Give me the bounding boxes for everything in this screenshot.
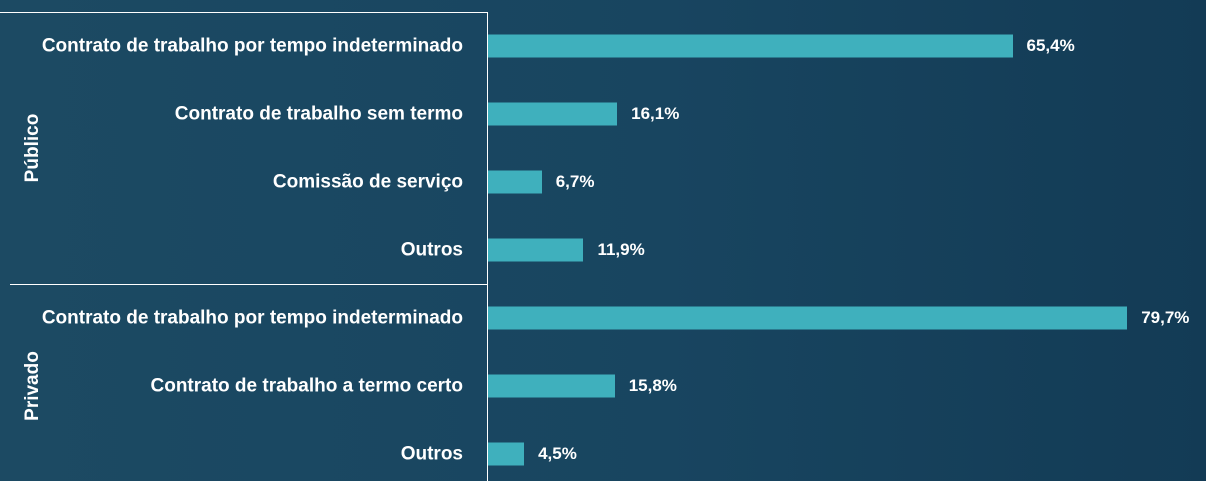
- group-separator: [10, 284, 488, 285]
- category-label: Contrato de trabalho por tempo indetermi…: [41, 307, 463, 329]
- value-label: 4,5%: [538, 444, 577, 463]
- axis-line: [487, 12, 488, 481]
- bar: [488, 238, 584, 262]
- value-label: 11,9%: [597, 240, 645, 259]
- top-rule: [0, 12, 488, 13]
- category-label: Contrato de trabalho sem termo: [174, 103, 463, 125]
- bar: [488, 442, 525, 466]
- bar: [488, 34, 1013, 58]
- value-label: 16,1%: [631, 104, 680, 123]
- category-label: Outros: [400, 239, 463, 261]
- value-label: 65,4%: [1026, 36, 1075, 55]
- category-label: Contrato de trabalho a termo certo: [150, 375, 464, 397]
- bar: [488, 306, 1128, 330]
- value-label: 79,7%: [1141, 308, 1190, 327]
- bar: [488, 170, 542, 194]
- bar: [488, 102, 618, 126]
- value-label: 15,8%: [628, 376, 677, 395]
- category-label: Outros: [400, 443, 463, 465]
- value-label: 6,7%: [555, 172, 595, 191]
- bar: [488, 374, 615, 398]
- category-label: Contrato de trabalho por tempo indetermi…: [41, 35, 463, 57]
- category-label: Comissão de serviço: [272, 171, 463, 193]
- group-label: Público: [22, 113, 43, 183]
- group-label: Privado: [22, 351, 43, 421]
